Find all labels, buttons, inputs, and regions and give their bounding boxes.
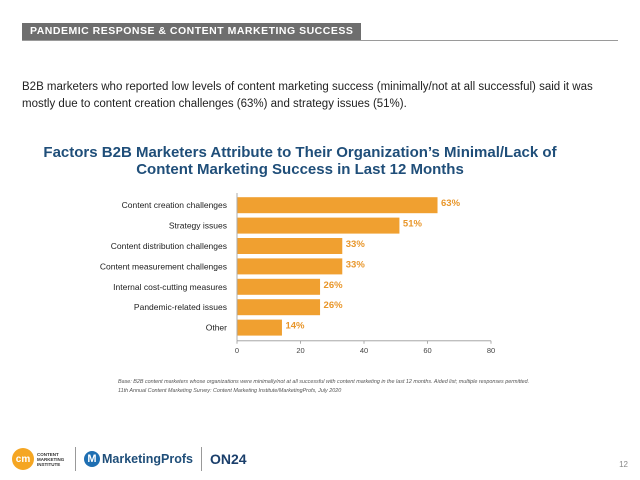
x-tick-label: 0 [235, 346, 239, 355]
on24-logo: ON24 [210, 451, 247, 467]
marketingprofs-logo: M MarketingProfs [84, 451, 193, 467]
logo-divider [75, 447, 76, 471]
x-tick-label: 20 [296, 346, 304, 355]
x-tick-label: 40 [360, 346, 368, 355]
data-label: 51% [403, 219, 423, 230]
logo-divider [201, 447, 202, 471]
cmi-logo-mark: cm [12, 448, 34, 470]
data-label: 63% [441, 198, 461, 209]
category-label: Content distribution challenges [111, 241, 227, 251]
cmi-logo-text: CONTENT MARKETING INSTITUTE [37, 451, 65, 467]
bar [237, 238, 343, 254]
marketingprofs-logo-mark: M [84, 451, 100, 467]
intro-paragraph: B2B marketers who reported low levels of… [22, 81, 593, 110]
bar [237, 278, 321, 295]
partner-logos: cm CONTENT MARKETING INSTITUTE M Marketi… [12, 444, 247, 474]
section-header-tag: PANDEMIC RESPONSE & CONTENT MARKETING SU… [22, 23, 362, 40]
cmi-logo: cm CONTENT MARKETING INSTITUTE [12, 448, 67, 470]
footnote-source: 11th Annual Content Marketing Survey: Co… [118, 388, 342, 394]
marketingprofs-logo-text: MarketingProfs [102, 452, 193, 466]
data-label: 14% [285, 321, 305, 332]
bar [237, 319, 282, 336]
data-label: 33% [346, 239, 366, 250]
bar [237, 217, 400, 234]
category-label: Other [206, 323, 227, 333]
category-label: Content creation challenges [122, 200, 227, 210]
data-label: 33% [346, 259, 366, 270]
bar [237, 197, 438, 214]
x-tick-label: 60 [423, 346, 431, 355]
page-number: 12 [619, 460, 628, 469]
data-label: 26% [324, 280, 344, 291]
bar [237, 258, 343, 275]
bar [237, 299, 321, 316]
x-tick-label: 80 [487, 346, 495, 355]
data-label: 26% [324, 300, 344, 311]
section-divider [22, 40, 618, 41]
footnote: Base: B2B content marketers whose organi… [118, 378, 529, 396]
category-label: Internal cost-cutting measures [113, 282, 227, 292]
chart-title: Factors B2B Marketers Attribute to Their… [43, 144, 557, 178]
footnote-base: Base: B2B content marketers whose organi… [118, 379, 530, 385]
category-label: Content measurement challenges [100, 261, 227, 271]
category-label: Strategy issues [169, 221, 227, 231]
category-label: Pandemic-related issues [134, 302, 227, 312]
